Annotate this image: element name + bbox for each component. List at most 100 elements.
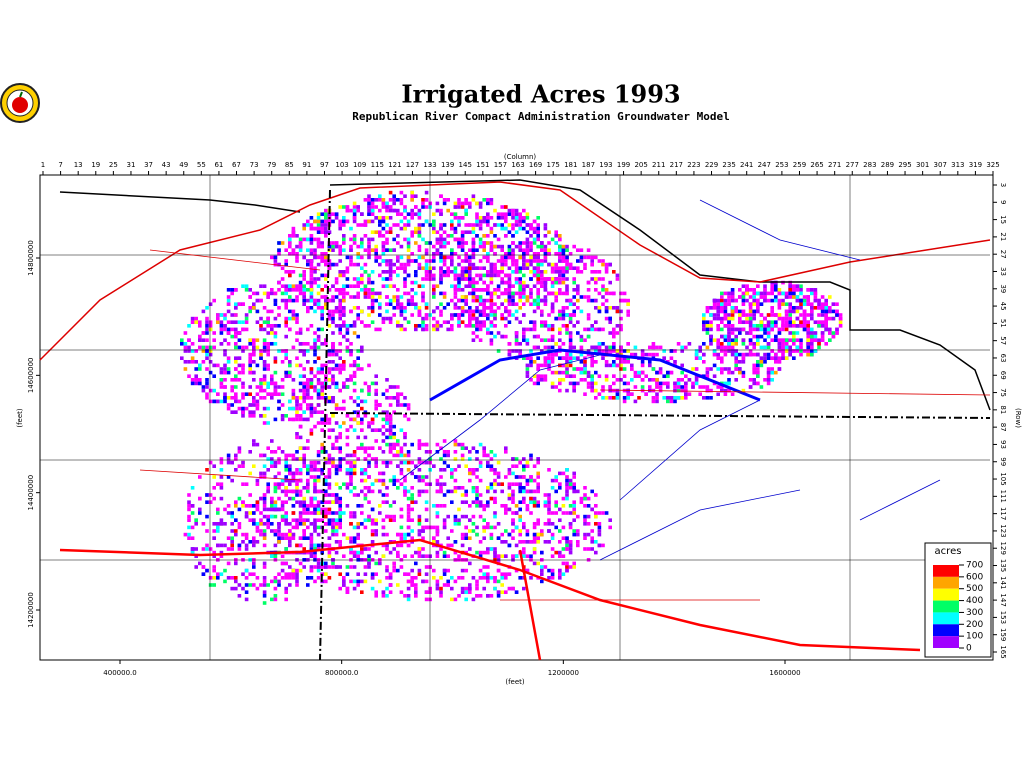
cell xyxy=(352,320,357,324)
cell xyxy=(464,255,468,260)
cell xyxy=(838,320,843,324)
cell xyxy=(403,216,407,220)
cell xyxy=(432,525,436,530)
cell xyxy=(756,309,760,314)
cell xyxy=(403,277,407,281)
cell xyxy=(432,324,436,328)
cell xyxy=(486,327,490,332)
cell xyxy=(378,302,382,306)
cell xyxy=(788,349,792,353)
cell xyxy=(367,198,371,202)
cell xyxy=(583,496,587,501)
cell xyxy=(417,568,422,573)
cell xyxy=(212,576,216,580)
cell xyxy=(460,244,465,249)
cell xyxy=(478,568,483,573)
cell xyxy=(594,504,598,508)
cell xyxy=(579,500,584,504)
cell xyxy=(486,550,490,555)
cell xyxy=(489,244,494,249)
cell xyxy=(464,568,468,573)
cell xyxy=(352,579,357,584)
cell xyxy=(410,529,414,533)
cell xyxy=(345,504,350,508)
cell xyxy=(392,284,396,288)
cell xyxy=(565,262,569,267)
cell xyxy=(561,324,566,328)
cell xyxy=(410,579,414,584)
cell xyxy=(486,270,490,274)
cell xyxy=(424,450,429,454)
cell xyxy=(543,493,548,497)
cell xyxy=(198,363,202,368)
cell xyxy=(813,295,818,299)
cell xyxy=(478,241,483,245)
cell xyxy=(554,270,558,274)
cell xyxy=(468,259,472,263)
cell xyxy=(540,565,544,569)
cell xyxy=(453,442,458,447)
cell xyxy=(529,457,533,461)
cell xyxy=(291,288,296,292)
cell xyxy=(334,349,339,353)
cell xyxy=(514,316,519,321)
cell xyxy=(504,252,508,256)
cell xyxy=(349,262,353,267)
cell xyxy=(208,352,213,357)
cell xyxy=(241,406,245,411)
cell xyxy=(500,504,504,508)
cell xyxy=(216,399,220,404)
cell xyxy=(385,568,389,573)
cell xyxy=(248,363,252,368)
cell xyxy=(460,576,465,580)
cell xyxy=(316,223,321,227)
cell xyxy=(201,338,206,342)
cell xyxy=(399,262,404,267)
cell xyxy=(424,205,429,209)
cell xyxy=(298,241,303,245)
cell xyxy=(399,201,404,206)
cell xyxy=(471,244,476,249)
cell xyxy=(532,226,537,231)
cell xyxy=(594,493,598,497)
cell xyxy=(414,302,418,306)
cell xyxy=(378,511,382,515)
cell xyxy=(529,356,533,360)
cell xyxy=(302,532,306,537)
cell xyxy=(327,349,332,353)
cell xyxy=(338,205,342,209)
cell xyxy=(442,244,447,249)
cell xyxy=(378,230,382,234)
cell xyxy=(421,478,425,483)
cell xyxy=(536,482,540,486)
cell xyxy=(374,216,378,220)
cell xyxy=(586,313,591,317)
cell xyxy=(532,320,537,324)
cell xyxy=(270,378,274,382)
cell xyxy=(237,378,242,382)
cell xyxy=(576,514,580,519)
cell xyxy=(486,576,490,580)
cell xyxy=(514,457,519,461)
cell xyxy=(363,288,368,292)
cell xyxy=(223,392,227,396)
cell xyxy=(388,316,393,321)
cell xyxy=(525,284,530,288)
cell xyxy=(522,219,526,224)
cell xyxy=(392,475,396,479)
cell xyxy=(529,244,533,249)
cell xyxy=(302,284,306,288)
cell xyxy=(352,511,357,515)
cell xyxy=(547,241,551,245)
cell xyxy=(309,345,314,350)
cell xyxy=(565,486,569,490)
cell xyxy=(399,219,404,224)
cell xyxy=(342,216,346,220)
cell xyxy=(788,338,792,342)
cell xyxy=(453,295,458,299)
cell xyxy=(478,302,483,306)
cell xyxy=(262,504,267,508)
cell xyxy=(716,309,720,314)
cell xyxy=(511,464,515,468)
cell xyxy=(234,356,238,360)
